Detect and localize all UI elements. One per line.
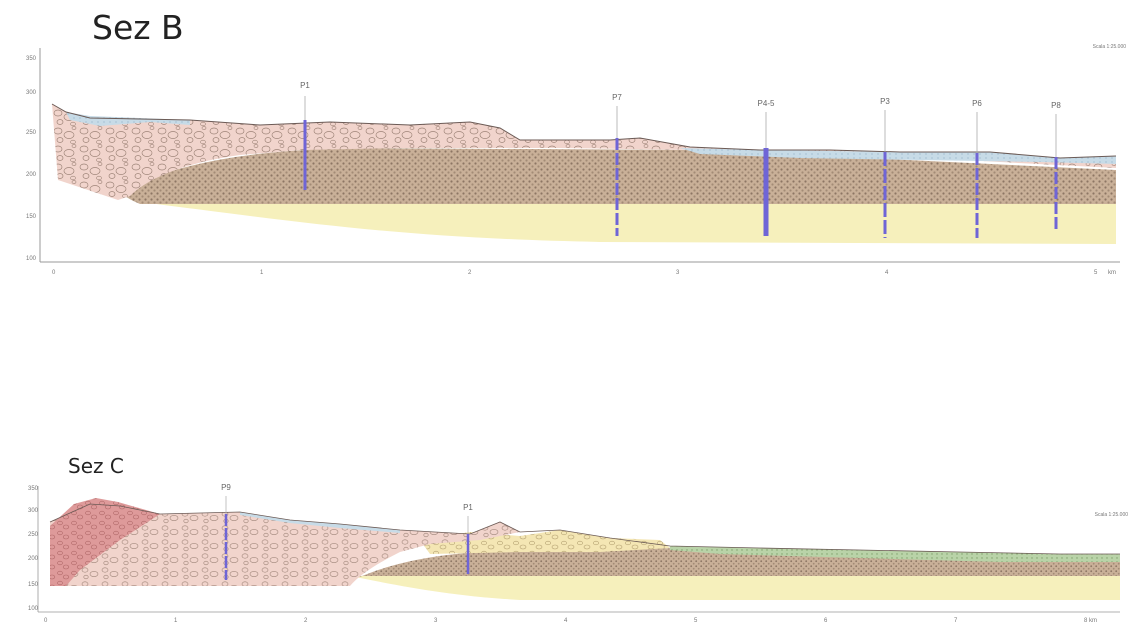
well-p9: P9 [221,483,231,580]
y-tick-label: 300 [26,90,37,96]
y-tick-label: 100 [28,606,39,612]
section-c-diagram: 350 300 250 200 150 100 0 1 2 3 4 5 6 7 … [28,483,1120,624]
section-b-title: Sez B [92,8,184,47]
y-tick-label: 200 [26,172,37,178]
x-tick-label: 7 [954,618,958,624]
x-tick-label: 2 [304,618,308,624]
section-b-diagram: 350 300 250 200 150 100 0 1 2 3 4 5 km P… [26,48,1120,276]
well-p4-5: P4-5 [758,99,775,236]
x-tick-label: km [1108,270,1116,276]
well-label: P3 [880,97,890,106]
green-top-layer [670,546,1120,562]
x-tick-label: 3 [676,270,680,276]
x-tick-label: 3 [434,618,438,624]
y-tick-label: 150 [28,582,39,588]
section-c-panel: Sez C Scala 1:25.000 [0,440,1136,628]
x-tick-label: 6 [824,618,828,624]
well-label: P8 [1051,101,1061,110]
sand-layer [350,576,1120,600]
pebble-layer [52,104,1116,200]
ground-surface-line [49,503,1120,555]
y-tick-label: 200 [28,556,39,562]
y-tick-label: 350 [28,486,39,492]
x-tick-label: 0 [44,618,48,624]
well-p6: P6 [972,99,982,238]
y-tick-label: 150 [26,214,37,220]
y-tick-label: 100 [26,256,37,262]
y-tick-label: 250 [28,532,39,538]
section-c-title: Sez C [68,454,124,478]
x-tick-label: 4 [885,270,889,276]
surface-sediment-layer [680,148,1116,164]
well-label: P1 [463,503,473,512]
sand-layer [140,202,1116,244]
x-tick-label: 8 km [1084,618,1097,624]
x-tick-label: 5 [1094,270,1098,276]
well-p1-c: P1 [463,503,473,574]
section-b-panel: Sez B Scala 1:25.000 [0,0,1136,300]
x-tick-label: 2 [468,270,472,276]
y-tick-label: 350 [26,56,37,62]
red-unit-layer [50,498,160,586]
well-label: P9 [221,483,231,492]
x-tick-label: 1 [260,270,264,276]
section-b-scale: Scala 1:25.000 [1092,44,1126,50]
x-tick-label: 4 [564,618,568,624]
well-label: P7 [612,93,622,102]
well-p7: P7 [612,93,622,236]
well-label: P4-5 [758,99,775,108]
well-label: P1 [300,81,310,90]
ground-surface-line [51,103,1117,159]
well-label: P6 [972,99,982,108]
y-tick-label: 250 [26,130,37,136]
pebble-layer [50,504,520,586]
x-tick-label: 1 [174,618,178,624]
x-tick-label: 0 [52,270,56,276]
well-p3: P3 [880,97,890,238]
well-p1: P1 [300,81,310,190]
y-tick-label: 300 [28,508,39,514]
section-c-scale: Scala 1:25.000 [1094,512,1128,518]
well-p8: P8 [1051,101,1061,230]
x-tick-label: 5 [694,618,698,624]
